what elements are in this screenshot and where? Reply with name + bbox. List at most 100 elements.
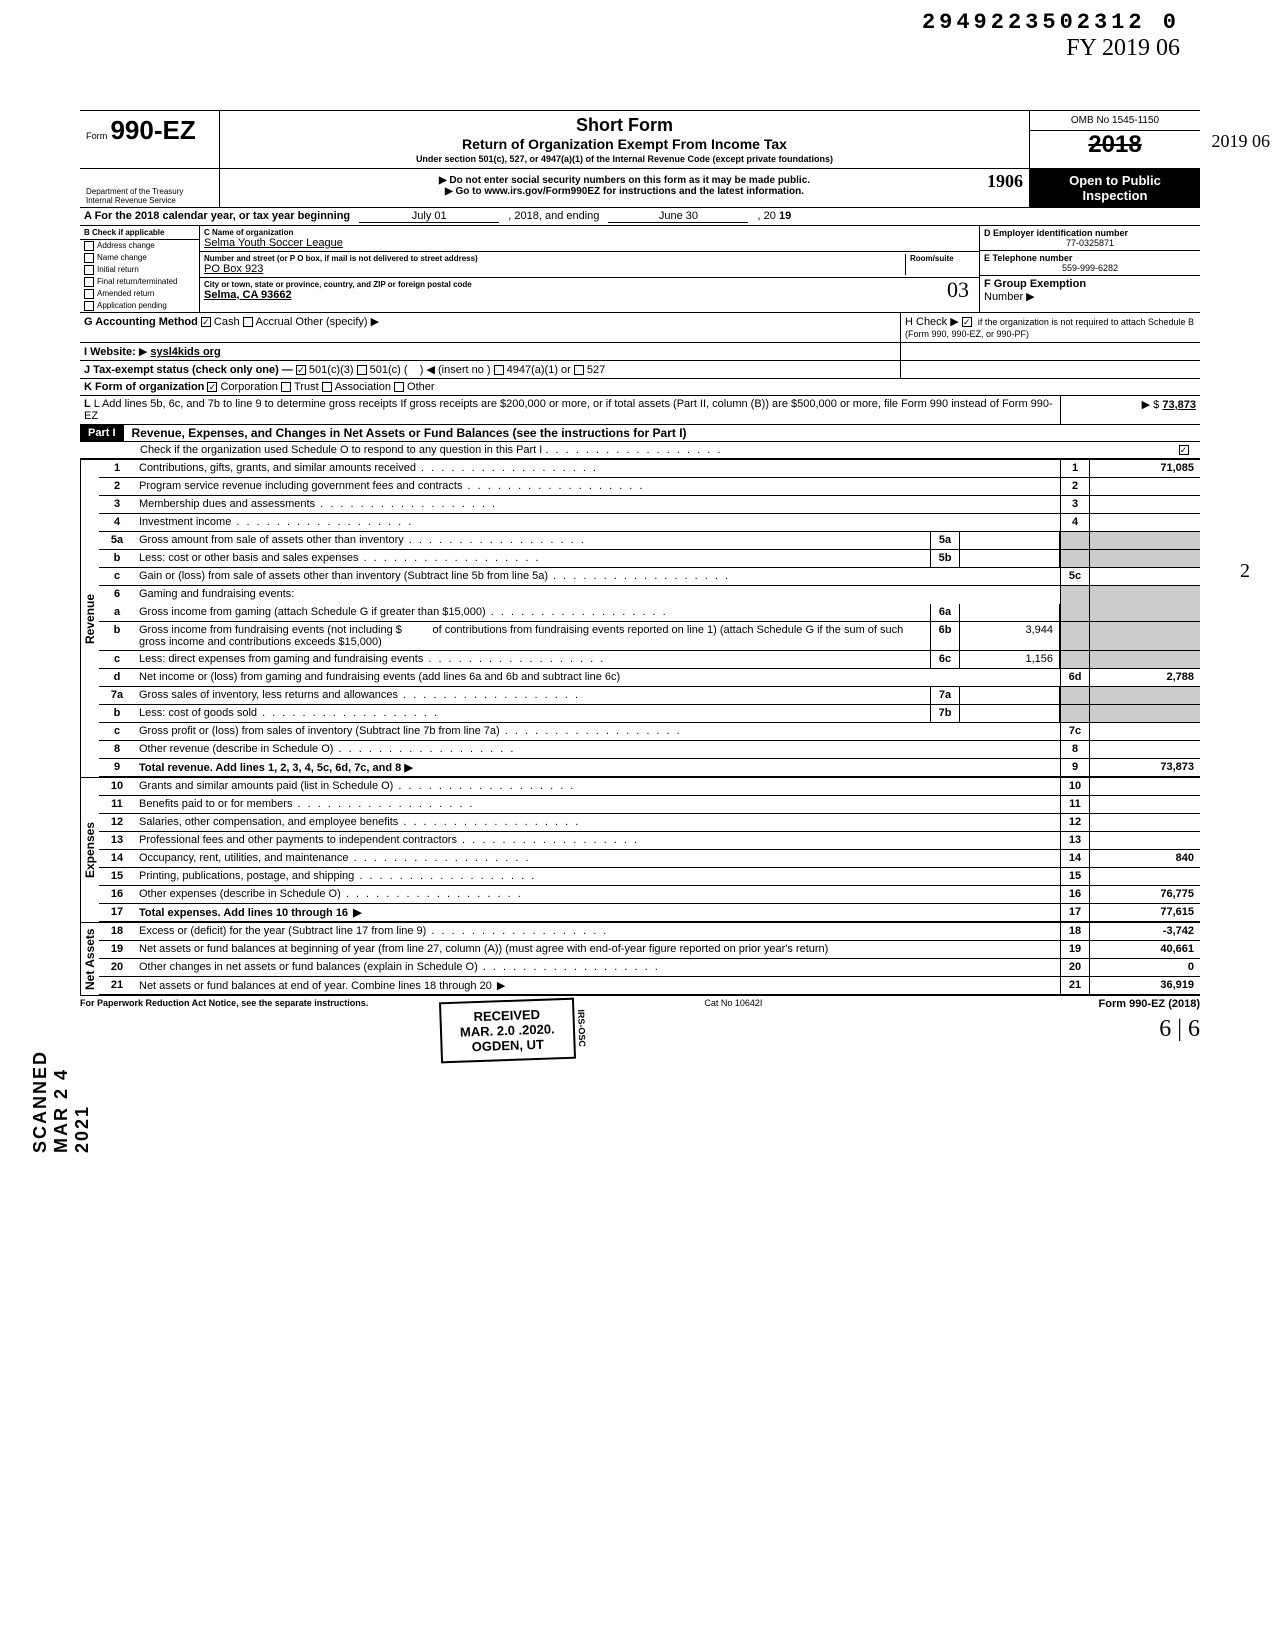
c-city-lbl: City or town, state or province, country…: [204, 280, 975, 289]
year-handwritten: 2019 06: [1212, 131, 1271, 152]
short-form-title: Short Form: [230, 115, 1019, 136]
ein[interactable]: 77-0325871: [984, 238, 1196, 248]
b-opt: Amended return: [80, 288, 199, 300]
checkbox-addr[interactable]: [84, 241, 94, 251]
room-lbl: Room/suite: [910, 254, 975, 263]
checkbox-final[interactable]: [84, 277, 94, 287]
f-lbl: F Group Exemption: [984, 278, 1086, 290]
col-c: C Name of organization Selma Youth Socce…: [200, 226, 980, 312]
main-title: Return of Organization Exempt From Incom…: [230, 136, 1019, 152]
row-i: I Website: ▶ sysl4kids org: [80, 343, 1200, 361]
checkbox-initial[interactable]: [84, 265, 94, 275]
org-address[interactable]: PO Box 923: [204, 263, 905, 275]
hand-03: 03: [947, 277, 969, 303]
footer-mid: Cat No 10642I: [704, 998, 762, 1010]
checkbox-amended[interactable]: [84, 289, 94, 299]
part1-check-text: Check if the organization used Schedule …: [140, 444, 542, 456]
omb-number: OMB No 1545-1150: [1030, 111, 1200, 131]
checkbox-trust[interactable]: [281, 382, 291, 392]
title-cell: Short Form Return of Organization Exempt…: [220, 111, 1030, 168]
col-b: B Check if applicable Address change Nam…: [80, 226, 200, 312]
hand-initials: 6 | 6: [80, 1016, 1200, 1043]
section-bcdef: B Check if applicable Address change Nam…: [80, 226, 1200, 313]
part1-title: Revenue, Expenses, and Changes in Net As…: [124, 426, 687, 440]
org-city[interactable]: Selma, CA 93662: [204, 289, 975, 301]
ssn-warning: Do not enter social security numbers on …: [226, 175, 1023, 186]
checkbox-527[interactable]: [574, 365, 584, 375]
period-begin[interactable]: July 01: [359, 210, 499, 223]
period-endyr: 19: [779, 210, 791, 222]
body-grid: Revenue 1Contributions, gifts, grants, a…: [80, 459, 1200, 777]
fy-handwritten: FY 2019 06: [922, 35, 1180, 62]
row-gh: G Accounting Method Cash Accrual Other (…: [80, 313, 1200, 343]
omb-cell: OMB No 1545-1150 2018 2019 06: [1030, 111, 1200, 168]
subtitle: Under section 501(c), 527, or 4947(a)(1)…: [230, 154, 1019, 164]
b-opt: Final return/terminated: [80, 276, 199, 288]
g-lbl: G Accounting Method: [84, 316, 198, 328]
d-lbl: D Employer identification number: [984, 228, 1196, 238]
body-grid-net: Net Assets 18Excess or (deficit) for the…: [80, 922, 1200, 995]
e-lbl: E Telephone number: [984, 253, 1196, 263]
checkbox-501c3[interactable]: [296, 365, 306, 375]
inspection: Inspection: [1034, 188, 1196, 203]
row-l: L L Add lines 5b, 6c, and 7b to line 9 t…: [80, 396, 1200, 425]
c-name-lbl: C Name of organization: [204, 228, 975, 237]
hand-1906: 1906: [987, 171, 1023, 192]
b-opt: Name change: [80, 252, 199, 264]
open-public: Open to Public: [1034, 173, 1196, 188]
b-opt: Initial return: [80, 264, 199, 276]
inspection-cell: Open to Public Inspection: [1030, 169, 1200, 207]
scanned-stamp: SCANNED MAR 2 4 2021: [30, 1050, 93, 1153]
footer-left: For Paperwork Reduction Act Notice, see …: [80, 998, 368, 1010]
header-row-2: Department of the Treasury Internal Reve…: [80, 169, 1200, 208]
lines-net: 18Excess or (deficit) for the year (Subt…: [99, 923, 1200, 995]
part1-check-row: Check if the organization used Schedule …: [80, 442, 1200, 459]
c-addr-lbl: Number and street (or P O box, if mail i…: [204, 254, 905, 263]
j-lbl: J Tax-exempt status (check only one) —: [84, 364, 293, 376]
hand-margin-2: 2: [1240, 560, 1250, 583]
checkbox-corp[interactable]: [207, 382, 217, 392]
stamp-side: IRS-OSC: [576, 1009, 587, 1047]
phone[interactable]: 559-999-6282: [984, 263, 1196, 273]
side-expenses: Expenses: [80, 778, 99, 922]
period-mid: , 2018, and ending: [508, 210, 599, 222]
form-page: 2949223502312 0 FY 2019 06 Form 990-EZ S…: [0, 0, 1280, 1083]
part1-label: Part I: [80, 425, 124, 441]
checkbox-4947[interactable]: [494, 365, 504, 375]
checkbox-name[interactable]: [84, 253, 94, 263]
printed-year: 2018: [1088, 131, 1141, 158]
lines-expenses: 10Grants and similar amounts paid (list …: [99, 778, 1200, 922]
side-revenue: Revenue: [80, 460, 99, 777]
instructions-cell: Do not enter social security numbers on …: [220, 169, 1030, 207]
i-lbl: I Website:: [84, 346, 136, 358]
dept: Department of the Treasury: [86, 187, 213, 196]
period-end[interactable]: June 30: [608, 210, 748, 223]
checkbox-pending[interactable]: [84, 301, 94, 311]
period-endyr-prefix: , 20: [758, 210, 776, 222]
k-lbl: K Form of organization: [84, 381, 204, 393]
period-row: A For the 2018 calendar year, or tax yea…: [80, 208, 1200, 226]
checkbox-part1-scho[interactable]: [1179, 445, 1189, 455]
checkbox-accrual[interactable]: [243, 317, 253, 327]
received-stamp: RECEIVED MAR. 2.0 .2020. OGDEN, UT IRS-O…: [439, 998, 576, 1064]
b-opt: Application pending: [80, 300, 199, 312]
form-number: 990-EZ: [110, 115, 195, 145]
org-name[interactable]: Selma Youth Soccer League: [204, 237, 975, 249]
website[interactable]: sysl4kids org: [150, 346, 220, 358]
checkbox-501c[interactable]: [357, 365, 367, 375]
goto-link: Go to www.irs.gov/Form990EZ for instruct…: [226, 186, 1023, 197]
checkbox-assoc[interactable]: [322, 382, 332, 392]
checkbox-other[interactable]: [394, 382, 404, 392]
irs: Internal Revenue Service: [86, 196, 213, 205]
dln: 2949223502312 0: [922, 10, 1180, 35]
row-k: K Form of organization Corporation Trust…: [80, 379, 1200, 396]
b-header: B Check if applicable: [80, 226, 199, 240]
f-num-lbl: Number: [984, 291, 1023, 303]
checkbox-h[interactable]: [962, 317, 972, 327]
l-value: 73,873: [1162, 399, 1196, 411]
body-grid-exp: Expenses 10Grants and similar amounts pa…: [80, 777, 1200, 922]
l-text: L Add lines 5b, 6c, and 7b to line 9 to …: [84, 398, 1053, 422]
checkbox-cash[interactable]: [201, 317, 211, 327]
dept-cell: Department of the Treasury Internal Reve…: [80, 169, 220, 207]
row-j: J Tax-exempt status (check only one) — 5…: [80, 361, 1200, 379]
